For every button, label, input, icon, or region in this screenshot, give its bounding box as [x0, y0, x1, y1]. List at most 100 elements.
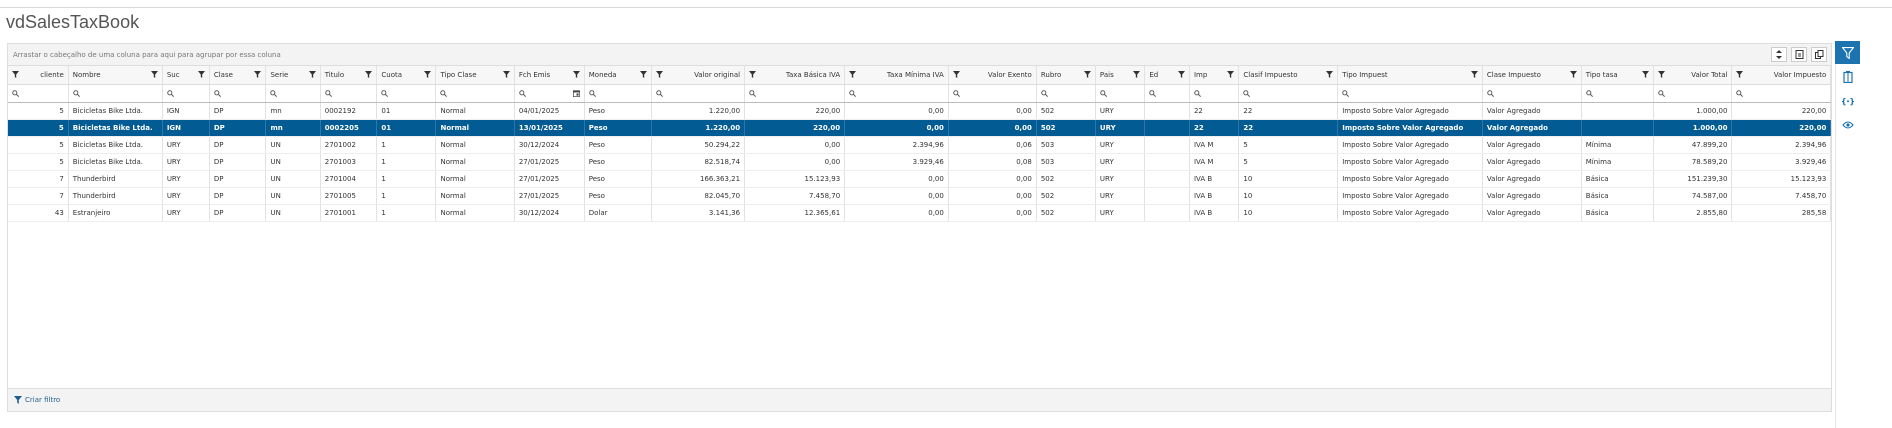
filter-content	[324, 89, 373, 97]
filter-content	[270, 89, 315, 97]
column-header-label: Moneda	[588, 70, 617, 79]
column-filter-cell[interactable]	[584, 84, 653, 103]
column-filter-cell[interactable]	[1189, 84, 1240, 103]
column-filter-cell[interactable]	[1482, 84, 1582, 103]
column-header[interactable]: Moneda	[584, 66, 653, 85]
column-filter-cell[interactable]	[1581, 84, 1655, 103]
data-cell: Peso	[584, 136, 653, 154]
copy-button[interactable]	[1811, 47, 1827, 62]
column-header[interactable]: Valor original	[651, 66, 746, 85]
data-row[interactable]: 7 Thunderbird URY DP UN 2701005 1 Normal 27/01/2…	[8, 187, 1831, 205]
column-filter-cell[interactable]	[744, 84, 846, 103]
data-cell: 7.458,70	[744, 187, 846, 205]
data-cell: 503	[1036, 136, 1096, 154]
data-cell: Normal	[435, 204, 515, 222]
column-filter-icon	[1736, 71, 1744, 79]
column-header[interactable]: Valor Exento	[948, 66, 1037, 85]
data-cell: Bicicletas Bike Ltda.	[68, 136, 163, 154]
data-cell: 0,00	[844, 187, 949, 205]
data-cell: 1	[376, 136, 437, 154]
data-cell: 1.000,00	[1653, 119, 1733, 137]
data-row[interactable]: 43 Estranjeiro URY DP UN 2701001 1 Normal 30/12/…	[8, 204, 1831, 222]
data-cell: 5	[8, 136, 69, 154]
column-header[interactable]: Rubro	[1036, 66, 1096, 85]
column-filter-icon	[1177, 71, 1185, 79]
data-cell: 27/01/2025	[514, 170, 585, 188]
column-header[interactable]: Nombre	[68, 66, 163, 85]
data-cell: Peso	[584, 187, 653, 205]
column-header[interactable]: Clasif Impuesto	[1238, 66, 1339, 85]
column-filter-cell[interactable]	[948, 84, 1037, 103]
header-content: Ed	[1149, 71, 1185, 79]
data-cell: 22	[1189, 119, 1240, 137]
variables-panel-button[interactable]: { }	[1835, 89, 1860, 112]
column-header[interactable]: Tipo tasa	[1581, 66, 1655, 85]
column-header[interactable]: Taxa Mínima IVA	[844, 66, 949, 85]
column-filter-cell[interactable]	[1144, 84, 1190, 103]
column-filter-cell[interactable]	[435, 84, 515, 103]
group-panel[interactable]: Arrastar o cabeçalho de uma coluna para …	[8, 44, 1831, 66]
column-chooser-button[interactable]	[1771, 47, 1787, 62]
data-cell: 285,58	[1731, 204, 1831, 222]
column-filter-cell[interactable]	[8, 84, 69, 103]
data-row[interactable]: 5 Bicicletas Bike Ltda. IGN DP mn 0002192 01 No…	[8, 102, 1831, 120]
column-filter-cell[interactable]	[844, 84, 949, 103]
column-filter-cell[interactable]	[1036, 84, 1096, 103]
view-panel-button[interactable]	[1835, 113, 1860, 136]
column-header[interactable]: Taxa Básica IVA	[744, 66, 846, 85]
data-row[interactable]: 5 Bicicletas Bike Ltda. URY DP UN 2701002 1 Nor…	[8, 136, 1831, 154]
column-filter-cell[interactable]	[68, 84, 163, 103]
column-header[interactable]: Cuota	[376, 66, 437, 85]
column-header[interactable]: Clase Impuesto	[1482, 66, 1582, 85]
column-header[interactable]: Titulo	[320, 66, 378, 85]
column-header[interactable]: Serie	[265, 66, 321, 85]
column-header[interactable]: Fch Emis	[514, 66, 585, 85]
data-cell: DP	[209, 102, 267, 120]
data-cell	[1144, 153, 1190, 171]
column-filter-cell[interactable]	[1095, 84, 1146, 103]
filter-content	[656, 89, 740, 97]
header-content: Taxa Básica IVA	[749, 71, 840, 79]
column-filter-cell[interactable]	[1337, 84, 1483, 103]
column-header[interactable]: Suc	[162, 66, 210, 85]
column-header[interactable]: Valor Impuesto	[1731, 66, 1831, 85]
column-filter-cell[interactable]	[162, 84, 210, 103]
column-filter-cell[interactable]	[320, 84, 378, 103]
column-filter-cell[interactable]	[376, 84, 437, 103]
columns-panel-button[interactable]	[1835, 65, 1860, 88]
column-header[interactable]: cliente	[8, 66, 69, 85]
data-cell: 10	[1238, 187, 1339, 205]
create-filter-button[interactable]: Criar filtro	[25, 396, 61, 404]
filter-panel-button[interactable]	[1835, 41, 1860, 64]
column-filter-cell[interactable]	[651, 84, 746, 103]
data-cell: Imposto Sobre Valor Agregado	[1337, 187, 1483, 205]
data-row[interactable]: 5 Bicicletas Bike Ltda. IGN DP mn 0002205 01 No…	[8, 119, 1831, 137]
data-row[interactable]: 7 Thunderbird URY DP UN 2701004 1 Normal 27/01/2…	[8, 170, 1831, 188]
column-header[interactable]: Clase	[209, 66, 267, 85]
column-filter-icon	[1642, 71, 1650, 79]
column-filter-icon	[749, 71, 757, 79]
header-content: Valor Total	[1658, 71, 1727, 79]
column-filter-cell[interactable]	[1731, 84, 1831, 103]
column-header[interactable]: Tipo Impuest	[1337, 66, 1483, 85]
column-filter-cell[interactable]	[265, 84, 321, 103]
column-header[interactable]: Imp	[1189, 66, 1240, 85]
data-cell: Normal	[435, 170, 515, 188]
data-row[interactable]: 5 Bicicletas Bike Ltda. URY DP UN 2701003 1 Nor…	[8, 153, 1831, 171]
data-cell: Bicicletas Bike Ltda.	[68, 153, 163, 171]
column-header[interactable]: Ed	[1144, 66, 1190, 85]
column-filter-cell[interactable]	[1653, 84, 1733, 103]
filter-content	[440, 89, 509, 97]
header-content: Tipo tasa	[1586, 71, 1650, 79]
column-filter-cell[interactable]	[514, 84, 585, 103]
column-filter-cell[interactable]	[1238, 84, 1339, 103]
data-cell: URY	[162, 204, 210, 222]
column-header[interactable]: Valor Total	[1653, 66, 1733, 85]
column-header[interactable]: Tipo Clase	[435, 66, 515, 85]
column-header-label: Clase Impuesto	[1486, 70, 1541, 79]
export-button[interactable]	[1791, 47, 1807, 62]
column-filter-cell[interactable]	[209, 84, 267, 103]
column-filter-icon	[1326, 71, 1334, 79]
data-cell: 1.000,00	[1653, 102, 1733, 120]
column-header[interactable]: Pais	[1095, 66, 1146, 85]
